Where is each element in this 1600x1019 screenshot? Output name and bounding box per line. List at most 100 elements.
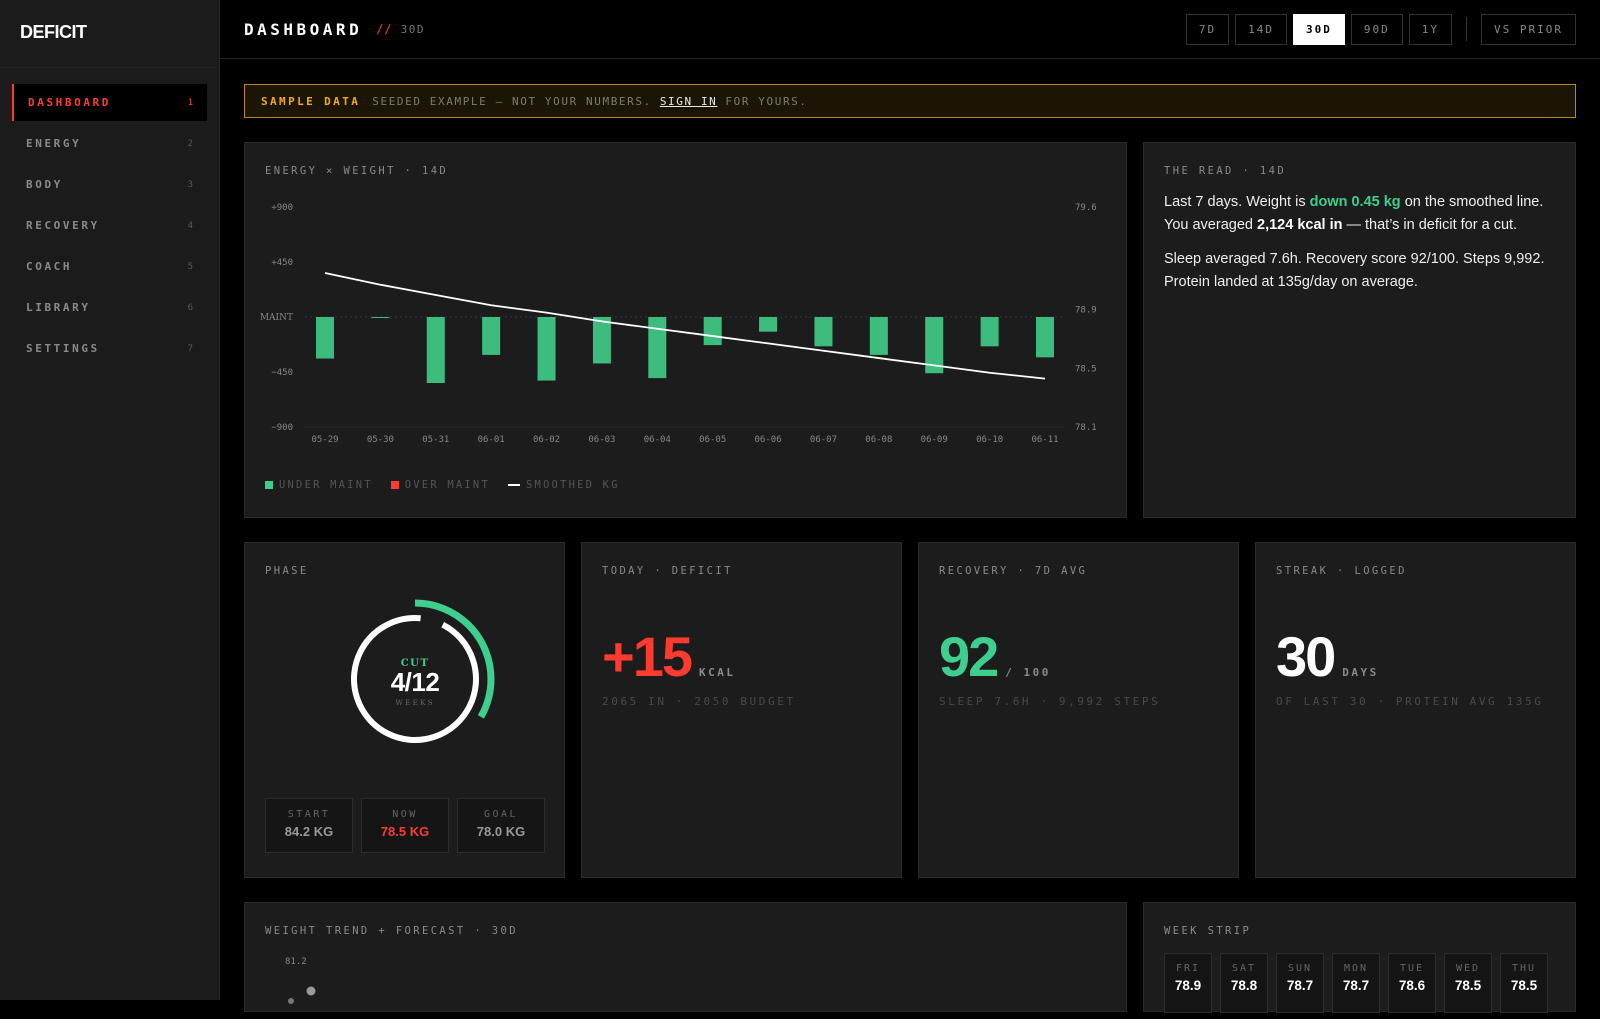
today-deficit-unit: KCAL — [699, 666, 736, 679]
week-day-cell[interactable]: SUN 78.7 — [1276, 953, 1324, 1013]
app-logo[interactable]: DEFICIT — [0, 0, 219, 68]
top-header: DASHBOARD // 30D 7D 14D 30D 90D 1Y VS PRIOR — [220, 0, 1600, 59]
read-weight-change: down 0.45 kg — [1309, 194, 1401, 210]
range-button-14d[interactable]: 14D — [1235, 13, 1288, 45]
recovery-value: 92 — [939, 625, 999, 688]
sidebar-item-shortcut: 1 — [187, 97, 193, 108]
y2-tick-label: 78.5 — [1075, 364, 1097, 374]
week-strip-panel: WEEK STRIP FRI 78.9 SAT 78.8 SUN 78.7 MON 78.7 T… — [1143, 902, 1576, 1013]
chart-legend: UNDER MAINT OVER MAINT SMOOTHED KG — [265, 479, 620, 491]
sidebar-item-label: LIBRARY — [26, 301, 91, 314]
range-button-30d[interactable]: 30D — [1293, 13, 1345, 45]
banner-tail: FOR YOURS. — [725, 94, 808, 108]
energy-bar — [592, 317, 611, 364]
energy-bar — [426, 317, 445, 383]
y-tick-label: +900 — [271, 203, 293, 213]
sidebar: DEFICIT DASHBOARD 1 ENERGY 2 BODY 3 RECOVERY 4 C… — [0, 0, 220, 1000]
streak-unit: DAYS — [1342, 666, 1379, 679]
weight-trend-panel: WEIGHT TREND + FORECAST · 30D 81.2 — [244, 902, 1127, 1012]
recovery-unit: / 100 — [1005, 666, 1051, 679]
week-day-cell[interactable]: SAT 78.8 — [1220, 953, 1268, 1013]
legend-over: OVER MAINT — [390, 479, 490, 491]
sidebar-item-shortcut: 2 — [187, 138, 193, 149]
week-day-name: SUN — [1287, 963, 1313, 974]
week-day-name: WED — [1455, 963, 1481, 974]
week-day-weight: 78.7 — [1286, 978, 1314, 993]
start-weight-label: START — [287, 809, 331, 820]
y-tick-label: −450 — [271, 368, 293, 378]
x-tick-label: 06-03 — [588, 435, 615, 445]
page-title: DASHBOARD — [244, 19, 363, 39]
legend-smoothed: SMOOTHED KG — [507, 479, 620, 491]
sign-in-link[interactable]: SIGN IN — [659, 94, 718, 108]
range-button-1y[interactable]: 1Y — [1408, 13, 1453, 45]
legend-over-label: OVER MAINT — [404, 479, 490, 491]
y-tick-label: −900 — [271, 423, 293, 433]
week-day-cell[interactable]: THU 78.5 — [1500, 953, 1548, 1013]
phase-unit: WEEKS — [395, 697, 435, 707]
phase-ring: CUT 4/12 WEEKS — [335, 599, 495, 759]
sidebar-item-settings[interactable]: SETTINGS 7 — [12, 330, 207, 367]
week-day-cell[interactable]: FRI 78.9 — [1164, 953, 1212, 1013]
x-tick-label: 06-09 — [921, 435, 948, 445]
week-day-cell[interactable]: MON 78.7 — [1332, 953, 1380, 1013]
energy-weight-label: ENERGY × WEIGHT · 14D — [265, 165, 449, 177]
week-day-weight: 78.7 — [1342, 978, 1370, 993]
now-weight-box: NOW 78.5 KG — [361, 798, 449, 853]
sidebar-item-dashboard[interactable]: DASHBOARD 1 — [12, 84, 207, 121]
legend-over-swatch — [390, 481, 399, 489]
goal-weight-value: 78.0 KG — [476, 824, 526, 839]
energy-bar — [703, 317, 722, 346]
energy-bar — [980, 317, 999, 347]
legend-smoothed-line — [507, 484, 520, 486]
the-read-label: THE READ · 14D — [1164, 165, 1287, 177]
read-paragraph-1: Last 7 days. Weight is down 0.45 kg on t… — [1164, 191, 1559, 237]
vs-prior-button[interactable]: VS PRIOR — [1481, 13, 1576, 45]
energy-bar — [648, 317, 667, 379]
sidebar-item-label: SETTINGS — [26, 342, 100, 355]
now-weight-label: NOW — [392, 809, 418, 820]
x-tick-label: 06-10 — [976, 435, 1003, 445]
weight-trend-chart — [288, 986, 316, 1004]
today-deficit-value: +15 — [602, 625, 693, 688]
read-text-a: Last 7 days. Weight is — [1164, 194, 1310, 210]
phase-progress: 4/12 — [390, 666, 440, 697]
energy-bar — [316, 317, 334, 359]
trend-top-tick: 81.2 — [285, 957, 307, 967]
energy-weight-chart: +900 +450 MAINT −450 −900 79.6 78.9 78.5 78.1 05-… — [260, 203, 1097, 445]
week-day-weight: 78.5 — [1510, 978, 1538, 993]
legend-under-label: UNDER MAINT — [279, 479, 373, 491]
streak-sub: OF LAST 30 · PROTEIN AVG 135G — [1276, 695, 1544, 708]
x-tick-label: 06-01 — [478, 435, 505, 445]
x-tick-label: 06-06 — [755, 435, 782, 445]
recovery-label: RECOVERY · 7D AVG — [939, 565, 1088, 577]
sidebar-item-energy[interactable]: ENERGY 2 — [12, 125, 207, 162]
legend-under-swatch — [265, 481, 273, 489]
sidebar-item-recovery[interactable]: RECOVERY 4 — [12, 207, 207, 244]
sidebar-item-shortcut: 4 — [187, 220, 193, 231]
week-day-name: FRI — [1175, 963, 1201, 974]
sidebar-nav: DASHBOARD 1 ENERGY 2 BODY 3 RECOVERY 4 COACH 5 LIB… — [0, 68, 219, 367]
recovery-panel: RECOVERY · 7D AVG 92 / 100 SLEEP 7.6H · … — [918, 542, 1239, 878]
banner-tag: SAMPLE DATA — [261, 94, 361, 108]
y2-tick-label: 78.1 — [1075, 423, 1097, 433]
week-day-cell[interactable]: WED 78.5 — [1444, 953, 1492, 1013]
sidebar-item-shortcut: 6 — [187, 302, 193, 313]
phase-panel: PHASE CUT 4/12 WEEKS START 84.2 KG NOW 7… — [244, 542, 565, 878]
today-deficit-label: TODAY · DEFICIT — [602, 565, 733, 577]
read-kcal: 2,124 kcal in — [1257, 217, 1343, 233]
week-day-cell[interactable]: TUE 78.6 — [1388, 953, 1436, 1013]
energy-bar — [371, 317, 390, 318]
range-button-90d[interactable]: 90D — [1350, 13, 1403, 45]
range-button-7d[interactable]: 7D — [1185, 13, 1230, 45]
sidebar-item-coach[interactable]: COACH 5 — [12, 248, 207, 285]
start-weight-box: START 84.2 KG — [265, 798, 353, 853]
trend-point — [288, 998, 294, 1004]
phase-ring-track — [351, 615, 479, 743]
sidebar-item-library[interactable]: LIBRARY 6 — [12, 289, 207, 326]
x-tick-label: 06-04 — [644, 435, 671, 445]
the-read-panel: THE READ · 14D Last 7 days. Weight is do… — [1143, 142, 1576, 518]
x-tick-label: 05-31 — [422, 435, 449, 445]
sidebar-item-body[interactable]: BODY 3 — [12, 166, 207, 203]
week-day-name: MON — [1343, 963, 1369, 974]
